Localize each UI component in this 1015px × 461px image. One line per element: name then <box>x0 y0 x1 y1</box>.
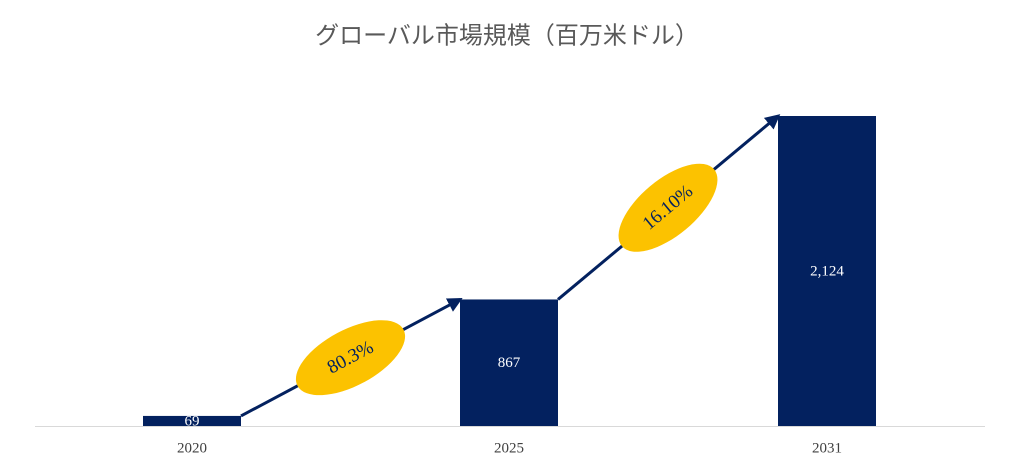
bar <box>778 116 876 426</box>
growth-ellipse <box>295 320 406 396</box>
bar <box>143 415 241 426</box>
growth-badge: 16.10% <box>618 163 718 252</box>
value-label: 69 <box>185 413 200 429</box>
value-label: 867 <box>498 355 521 371</box>
growth-ellipse <box>618 163 718 252</box>
x-tick-label: 2020 <box>177 440 207 456</box>
x-tick-label: 2025 <box>494 440 524 456</box>
chart-title: グローバル市場規模（百万米ドル） <box>315 23 699 50</box>
bar <box>460 299 558 426</box>
x-tick-label: 2031 <box>812 440 842 456</box>
growth-badge: 80.3% <box>295 320 406 396</box>
value-label: 2,124 <box>810 263 844 279</box>
